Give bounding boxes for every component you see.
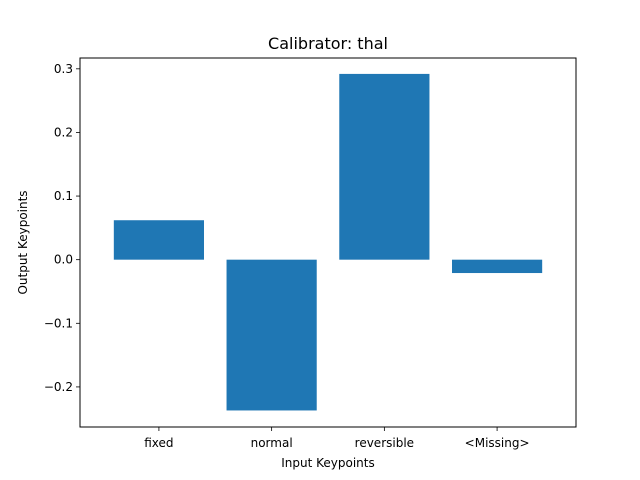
y-axis-ticks: −0.2 −0.1 0.0 0.1 0.2 0.3 <box>44 62 80 394</box>
y-tick-label: −0.2 <box>44 380 73 394</box>
plot-frame <box>79 57 577 428</box>
y-tick-label: 0.1 <box>54 189 73 203</box>
x-axis-ticks: fixed normal reversible <Missing> <box>144 427 530 450</box>
bar-2 <box>339 73 430 260</box>
y-tick-label: 0.0 <box>54 253 73 267</box>
bars-group <box>113 73 543 411</box>
y-axis-label: Output Keypoints <box>16 190 30 294</box>
x-tick-label: <Missing> <box>465 436 530 450</box>
chart-title: Calibrator: thal <box>268 34 388 53</box>
x-tick-label: reversible <box>355 436 414 450</box>
y-tick-label: −0.1 <box>44 316 73 330</box>
bar-0 <box>113 220 204 260</box>
bar-3 <box>452 259 543 274</box>
x-tick-label: fixed <box>144 436 173 450</box>
x-axis-label: Input Keypoints <box>281 456 375 470</box>
bar-1 <box>226 259 317 411</box>
y-tick-label: 0.3 <box>54 62 73 76</box>
x-tick-label: normal <box>251 436 293 450</box>
y-tick-label: 0.2 <box>54 125 73 139</box>
